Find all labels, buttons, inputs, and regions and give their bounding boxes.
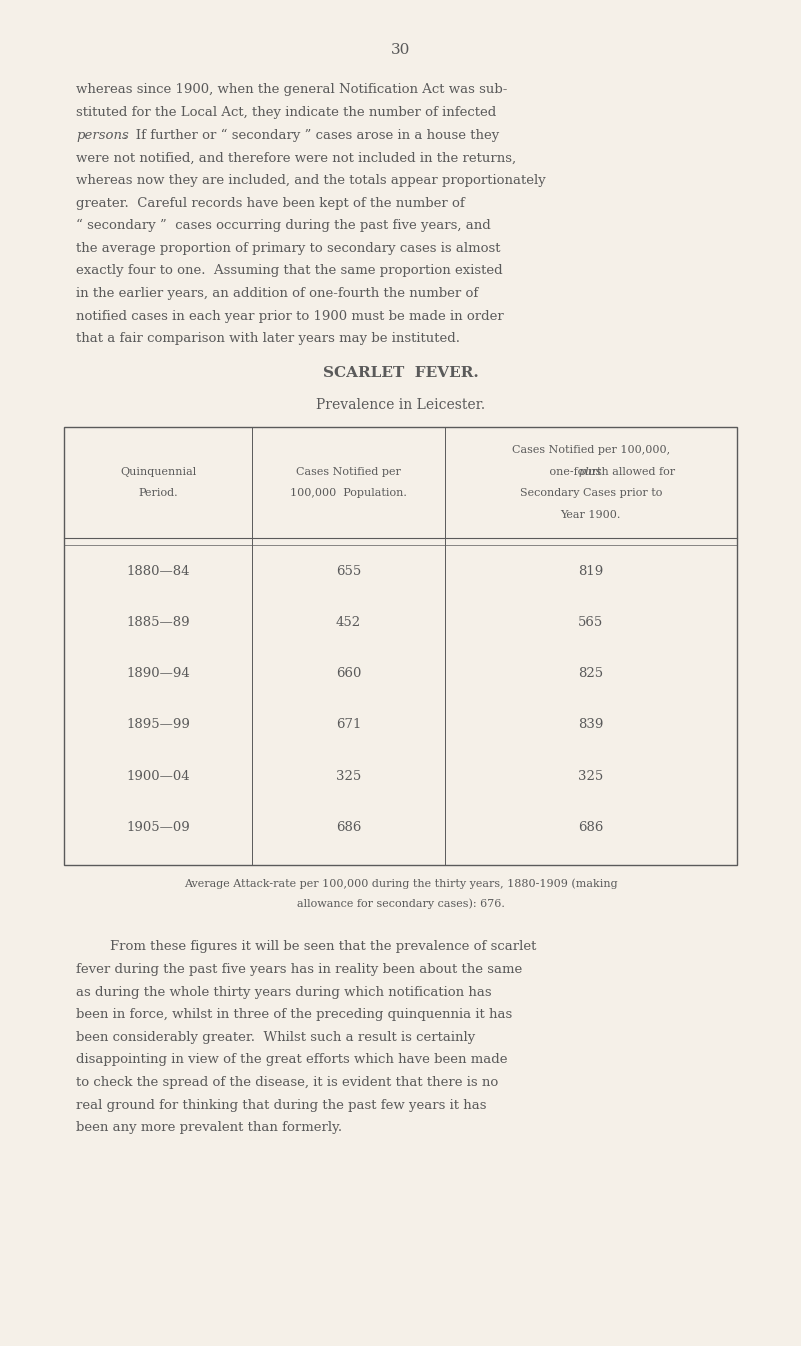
Text: Year 1900.: Year 1900. — [561, 510, 621, 520]
Text: 1900—04: 1900—04 — [127, 770, 190, 782]
Text: been in force, whilst in three of the preceding quinquennia it has: been in force, whilst in three of the pr… — [76, 1008, 513, 1022]
Text: From these figures it will be seen that the prevalence of scarlet: From these figures it will be seen that … — [76, 941, 537, 953]
Text: the average proportion of primary to secondary cases is almost: the average proportion of primary to sec… — [76, 242, 501, 254]
Text: to check the spread of the disease, it is evident that there is no: to check the spread of the disease, it i… — [76, 1075, 498, 1089]
Text: been considerably greater.  Whilst such a result is certainly: been considerably greater. Whilst such a… — [76, 1031, 475, 1043]
Text: 1885—89: 1885—89 — [127, 616, 190, 629]
Text: 1880—84: 1880—84 — [127, 565, 190, 577]
Text: real ground for thinking that during the past few years it has: real ground for thinking that during the… — [76, 1098, 486, 1112]
Text: whereas since 1900, when the general Notification Act was sub-: whereas since 1900, when the general Not… — [76, 83, 508, 97]
Text: one-fourth allowed for: one-fourth allowed for — [546, 467, 675, 476]
Text: notified cases in each year prior to 1900 must be made in order: notified cases in each year prior to 190… — [76, 310, 504, 323]
Text: 819: 819 — [578, 565, 603, 577]
Text: 655: 655 — [336, 565, 361, 577]
Text: Period.: Period. — [139, 489, 178, 498]
Text: 325: 325 — [336, 770, 361, 782]
Text: 686: 686 — [578, 821, 603, 833]
Text: 325: 325 — [578, 770, 603, 782]
Text: 1895—99: 1895—99 — [127, 719, 190, 731]
Text: 660: 660 — [336, 668, 361, 680]
Text: 839: 839 — [578, 719, 603, 731]
Text: 1905—09: 1905—09 — [127, 821, 190, 833]
Text: 565: 565 — [578, 616, 603, 629]
Text: 100,000  Population.: 100,000 Population. — [290, 489, 407, 498]
Text: persons: persons — [76, 129, 129, 141]
Text: exactly four to one.  Assuming that the same proportion existed: exactly four to one. Assuming that the s… — [76, 264, 503, 277]
Text: Secondary Cases prior to: Secondary Cases prior to — [520, 489, 662, 498]
Text: 686: 686 — [336, 821, 361, 833]
Text: 825: 825 — [578, 668, 603, 680]
Text: 1890—94: 1890—94 — [127, 668, 190, 680]
Text: Prevalence in Leicester.: Prevalence in Leicester. — [316, 398, 485, 412]
Text: in the earlier years, an addition of one-fourth the number of: in the earlier years, an addition of one… — [76, 287, 478, 300]
Text: greater.  Careful records have been kept of the number of: greater. Careful records have been kept … — [76, 197, 465, 210]
Text: plus: plus — [579, 467, 602, 476]
Text: allowance for secondary cases): 676.: allowance for secondary cases): 676. — [296, 899, 505, 909]
Text: were not notified, and therefore were not included in the returns,: were not notified, and therefore were no… — [76, 151, 516, 164]
Text: whereas now they are included, and the totals appear proportionately: whereas now they are included, and the t… — [76, 174, 545, 187]
Text: Average Attack-rate per 100,000 during the thirty years, 1880-1909 (making: Average Attack-rate per 100,000 during t… — [183, 879, 618, 888]
Text: fever during the past five years has in reality been about the same: fever during the past five years has in … — [76, 962, 522, 976]
Text: SCARLET  FEVER.: SCARLET FEVER. — [323, 366, 478, 380]
Text: Cases Notified per: Cases Notified per — [296, 467, 400, 476]
Text: “ secondary ”  cases occurring during the past five years, and: “ secondary ” cases occurring during the… — [76, 219, 491, 233]
Text: Cases Notified per 100,000,: Cases Notified per 100,000, — [512, 446, 670, 455]
Text: 30: 30 — [391, 43, 410, 57]
Text: Quinquennial: Quinquennial — [120, 467, 196, 476]
Text: that a fair comparison with later years may be instituted.: that a fair comparison with later years … — [76, 332, 460, 345]
Text: .  If further or “ secondary ” cases arose in a house they: . If further or “ secondary ” cases aros… — [123, 129, 499, 141]
Text: stituted for the Local Act, they indicate the number of infected: stituted for the Local Act, they indicat… — [76, 106, 497, 118]
Text: 452: 452 — [336, 616, 361, 629]
Text: been any more prevalent than formerly.: been any more prevalent than formerly. — [76, 1121, 342, 1135]
Text: 671: 671 — [336, 719, 361, 731]
Text: disappointing in view of the great efforts which have been made: disappointing in view of the great effor… — [76, 1054, 508, 1066]
Text: as during the whole thirty years during which notification has: as during the whole thirty years during … — [76, 985, 492, 999]
